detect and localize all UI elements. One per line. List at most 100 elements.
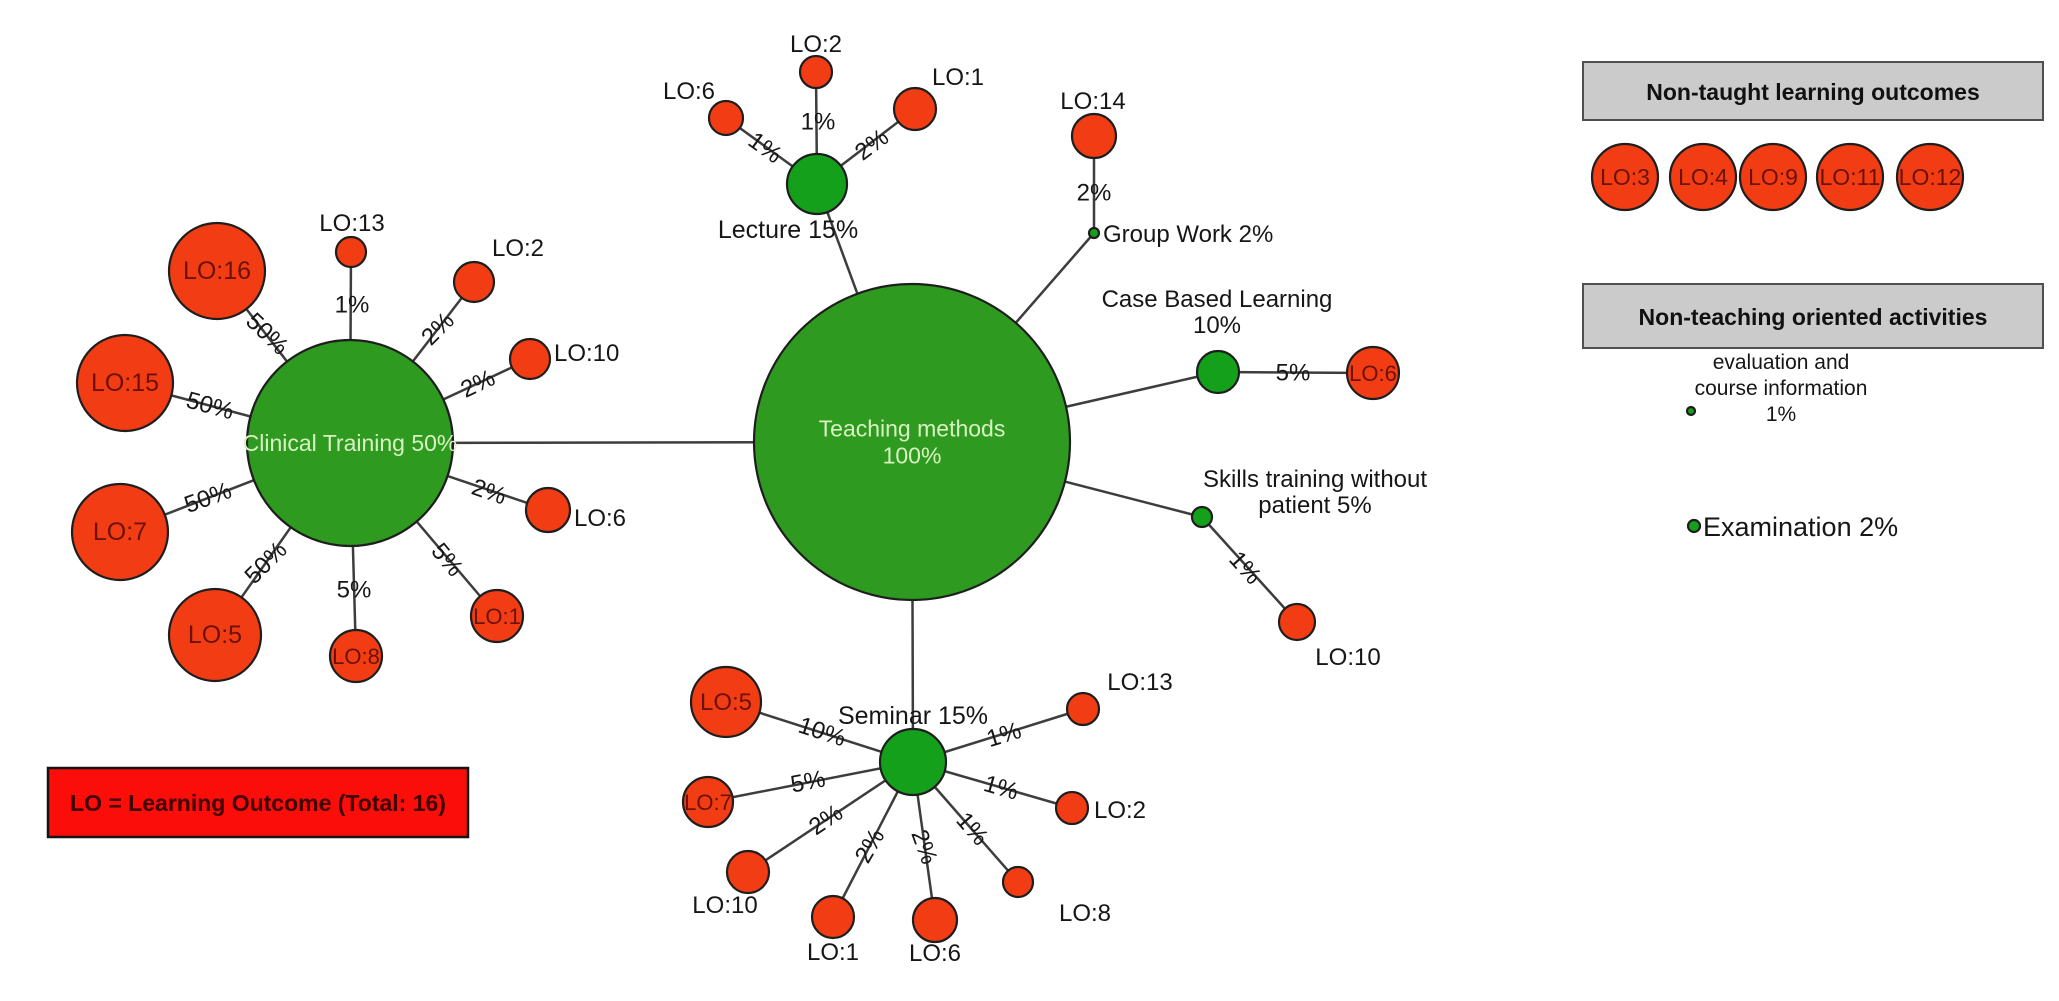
- sem-lo1-label: LO:1: [807, 939, 859, 966]
- nt-lo3-label: LO:3: [1600, 164, 1650, 190]
- edge-label-clinical-training-ct-lo2: 2%: [416, 307, 460, 351]
- skills-training-node: [1190, 505, 1214, 529]
- gw-lo14-node: [1070, 112, 1118, 160]
- sk-lo10-node: [1277, 602, 1317, 642]
- edge-label-lecture-lec-lo2: 1%: [801, 109, 836, 136]
- nt-lo4-node: [1668, 142, 1738, 212]
- ct-lo1-node: [469, 588, 525, 644]
- edge-label-seminar-sem-lo10: 2%: [804, 799, 848, 841]
- teaching-methods-label: Teaching methods 100%: [819, 416, 1006, 469]
- ct-lo15-label: LO:15: [91, 369, 159, 397]
- seminar-node: [878, 727, 948, 797]
- panel-non-teaching: Non-teaching oriented activities: [1582, 283, 2044, 349]
- edge-label-clinical-training-ct-lo10: 2%: [457, 364, 500, 403]
- seminar-label: Seminar 15%: [838, 702, 988, 730]
- cbl-lo6-label: LO:6: [1349, 361, 1397, 386]
- edge-label-clinical-training-ct-lo5: 50%: [239, 536, 292, 589]
- ct-lo6-node: [524, 486, 572, 534]
- edge-label-seminar-sem-lo6: 2%: [905, 826, 942, 868]
- edge-label-case-based-learning-cbl-lo6: 5%: [1276, 360, 1311, 387]
- ct-lo8-node: [328, 628, 384, 684]
- labels-layer: 1%1%2%2%5%1%50%1%2%50%2%50% 2%50%5%5%10%5…: [91, 31, 1961, 967]
- edge-skills-training-sk-lo10: [1201, 516, 1298, 623]
- edge-label-lecture-lec-lo6: 1%: [743, 127, 787, 169]
- non-taught-panel-title: Non-taught learning outcomes: [1646, 79, 1980, 105]
- ct-lo2-node: [452, 260, 496, 304]
- non-taught-panel-box: [1582, 61, 2044, 121]
- edge-label-seminar-sem-lo13: 1%: [983, 717, 1024, 753]
- ct-lo10-node: [508, 337, 552, 381]
- nt-lo11-node: [1815, 142, 1885, 212]
- non-teaching-panel-box: [1582, 283, 2044, 349]
- sem-lo5-label: LO:5: [700, 689, 752, 716]
- sem-lo5-node: [689, 665, 763, 739]
- sem-lo8-node: [1001, 865, 1035, 899]
- lec-lo2-label: LO:2: [790, 31, 842, 58]
- legend-text: LO = Learning Outcome (Total: 16): [70, 790, 446, 816]
- sk-lo10-label: LO:10: [1315, 644, 1380, 671]
- sem-lo2-node: [1054, 790, 1090, 826]
- nt-lo4-label: LO:4: [1678, 164, 1728, 190]
- non-teaching-panel-title: Non-teaching oriented activities: [1639, 304, 1988, 330]
- ct-lo7-label: LO:7: [93, 518, 147, 546]
- edge-label-clinical-training-ct-lo8: 5%: [337, 577, 372, 604]
- ct-lo1-label: LO:1: [473, 604, 521, 629]
- lecture-label: Lecture 15%: [718, 216, 858, 244]
- nt-lo9-node: [1738, 142, 1808, 212]
- ct-lo6-label: LO:6: [574, 505, 626, 532]
- mid-course-dot-node: [1685, 405, 1697, 417]
- sem-lo7-label: LO:7: [684, 790, 732, 815]
- sem-lo2-label: LO:2: [1094, 797, 1146, 824]
- nt-lo11-label: LO:11: [1820, 164, 1881, 190]
- ct-lo16-label: LO:16: [183, 257, 251, 285]
- legend: LO = Learning Outcome (Total: 16): [46, 766, 470, 839]
- nt-lo12-label: LO:12: [1899, 164, 1962, 190]
- examination-dot-node: [1686, 518, 1702, 534]
- legend-box: [46, 766, 470, 839]
- edge-seminar-sem-lo7: [707, 760, 914, 804]
- nt-lo3-node: [1590, 142, 1660, 212]
- edge-label-seminar-sem-lo7: 5%: [788, 765, 827, 798]
- lecture-node: [785, 152, 849, 216]
- edge-label-clinical-training-ct-lo15: 50%: [183, 387, 236, 426]
- lec-lo1-label: LO:1: [932, 64, 984, 91]
- ct-lo5-label: LO:5: [188, 621, 242, 649]
- ct-lo13-label: LO:13: [319, 210, 384, 237]
- edge-label-clinical-training-ct-lo16: 50%: [240, 308, 293, 361]
- ct-lo7-node: [70, 482, 170, 582]
- lec-lo6-label: LO:6: [663, 78, 715, 105]
- edge-label-seminar-sem-lo1: 2%: [850, 824, 891, 868]
- clinical-training-node: [245, 338, 455, 548]
- edge-label-skills-training-sk-lo10: 1%: [1223, 546, 1266, 590]
- lec-lo6-node: [707, 99, 745, 137]
- ct-lo2-label: LO:2: [492, 235, 544, 262]
- sem-lo1-node: [810, 894, 856, 940]
- ct-lo8-label: LO:8: [332, 644, 380, 669]
- nt-lo9-label: LO:9: [1748, 164, 1798, 190]
- ct-lo15-node: [75, 333, 175, 433]
- nodes-layer: [70, 54, 1965, 944]
- case-based-learning-label: Case Based Learning 10%: [1102, 286, 1333, 339]
- sem-lo6-label: LO:6: [909, 940, 961, 967]
- nt-lo12-node: [1895, 142, 1965, 212]
- sem-lo13-node: [1065, 691, 1101, 727]
- clinical-training-label: Clinical Training 50%: [243, 430, 458, 456]
- examination-dot-label: Examination 2%: [1703, 512, 1898, 542]
- sem-lo6-node: [911, 896, 959, 944]
- edge-label-clinical-training-ct-lo7: 50%: [181, 477, 235, 519]
- sem-lo10-label: LO:10: [692, 892, 757, 919]
- ct-lo5-node: [167, 587, 263, 683]
- group-work-label: Group Work 2%: [1103, 221, 1273, 248]
- skills-training-label: Skills training without patient 5%: [1203, 466, 1427, 519]
- edge-label-clinical-training-ct-lo6: 2%: [468, 474, 510, 511]
- lec-lo1-node: [892, 86, 938, 132]
- case-based-learning-node: [1195, 349, 1241, 395]
- group-work-node: [1087, 226, 1101, 240]
- sem-lo8-label: LO:8: [1059, 900, 1111, 927]
- ct-lo10-label: LO:10: [554, 340, 619, 367]
- edge-label-seminar-sem-lo2: 1%: [981, 770, 1022, 806]
- gw-lo14-label: LO:14: [1060, 88, 1125, 115]
- edge-label-group-work-gw-lo14: 2%: [1077, 180, 1112, 207]
